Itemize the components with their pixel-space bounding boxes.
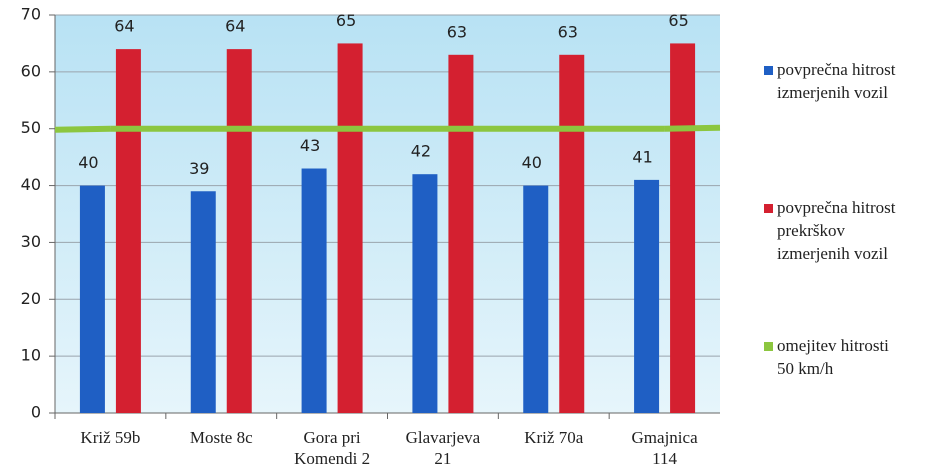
data-label: 43 (300, 136, 320, 155)
bar (337, 43, 363, 414)
data-label: 42 (411, 142, 431, 161)
legend-label: povprečna hitrost izmerjenih vozil (777, 60, 896, 102)
data-label: 40 (522, 153, 542, 172)
legend-label: omejitev hitrosti 50 km/h (777, 336, 889, 378)
line-extension (664, 124, 721, 132)
data-label: 39 (189, 159, 209, 178)
x-tick-label: Glavarjeva 21 (405, 428, 481, 468)
legend-swatch (764, 204, 773, 213)
y-tick-label: 10 (21, 346, 41, 365)
data-label: 64 (114, 17, 134, 36)
bar (301, 168, 327, 413)
y-tick-label: 70 (21, 5, 41, 24)
x-tick-label: Križ 59b (80, 428, 141, 447)
bar (670, 43, 696, 414)
data-label: 64 (225, 17, 245, 36)
x-tick-label: Križ 70a (524, 428, 584, 447)
bar (79, 185, 105, 413)
x-tick-label: Gmajnica 114 (631, 428, 698, 468)
legend-swatch (764, 66, 773, 75)
bar (634, 179, 660, 413)
bar (115, 49, 141, 413)
x-tick-label: Gora pri Komendi 2 (294, 428, 371, 468)
y-tick-label: 50 (21, 118, 41, 137)
bar (190, 191, 216, 413)
data-label: 41 (632, 147, 652, 166)
y-tick-label: 20 (21, 289, 41, 308)
y-tick-label: 40 (21, 175, 41, 194)
bar (448, 54, 474, 414)
bar (559, 54, 585, 414)
y-tick-label: 30 (21, 232, 41, 251)
plot-area (55, 15, 720, 413)
data-label: 63 (558, 22, 578, 41)
data-label: 65 (668, 11, 688, 30)
data-label: 65 (336, 11, 356, 30)
data-label: 63 (447, 22, 467, 41)
data-label: 40 (78, 153, 98, 172)
legend-swatch (764, 342, 773, 351)
x-tick-label: Moste 8c (189, 428, 253, 447)
bar (226, 49, 252, 413)
y-tick-label: 0 (31, 403, 41, 422)
y-tick-label: 60 (21, 61, 41, 80)
bar (412, 174, 438, 413)
line-extension (54, 125, 111, 133)
bar (523, 185, 549, 413)
legend-label: povprečna hitrost prekrškov izmerjenih v… (777, 198, 896, 263)
